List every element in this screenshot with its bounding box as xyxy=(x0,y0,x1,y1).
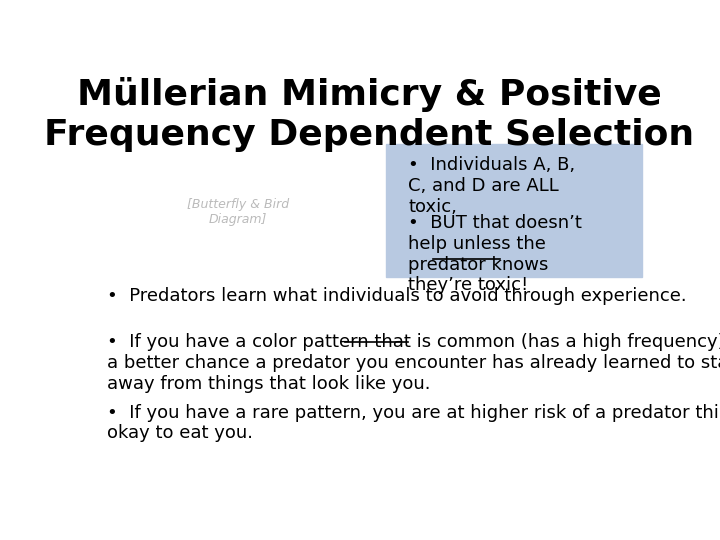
Text: •  BUT that doesn’t
help unless the
predator knows
they’re toxic!: • BUT that doesn’t help unless the preda… xyxy=(408,214,582,294)
FancyBboxPatch shape xyxy=(96,148,380,277)
Text: •  Predators learn what individuals to avoid through experience.: • Predators learn what individuals to av… xyxy=(107,287,686,305)
Text: •  If you have a color pattern that is common (has a high frequency), there is
a: • If you have a color pattern that is co… xyxy=(107,333,720,393)
FancyBboxPatch shape xyxy=(386,144,642,277)
Text: •  If you have a rare pattern, you are at higher risk of a predator thinking it’: • If you have a rare pattern, you are at… xyxy=(107,404,720,442)
Text: Müllerian Mimicry & Positive
Frequency Dependent Selection: Müllerian Mimicry & Positive Frequency D… xyxy=(44,77,694,152)
Text: •  Individuals A, B,
C, and D are ALL
toxic,: • Individuals A, B, C, and D are ALL tox… xyxy=(408,156,575,216)
Text: [Butterfly & Bird
Diagram]: [Butterfly & Bird Diagram] xyxy=(186,198,289,226)
